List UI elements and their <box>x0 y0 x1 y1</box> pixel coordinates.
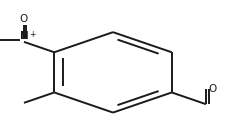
Text: N: N <box>20 31 28 41</box>
Text: +: + <box>29 29 36 39</box>
Text: O: O <box>20 14 28 24</box>
Text: O: O <box>208 84 216 94</box>
